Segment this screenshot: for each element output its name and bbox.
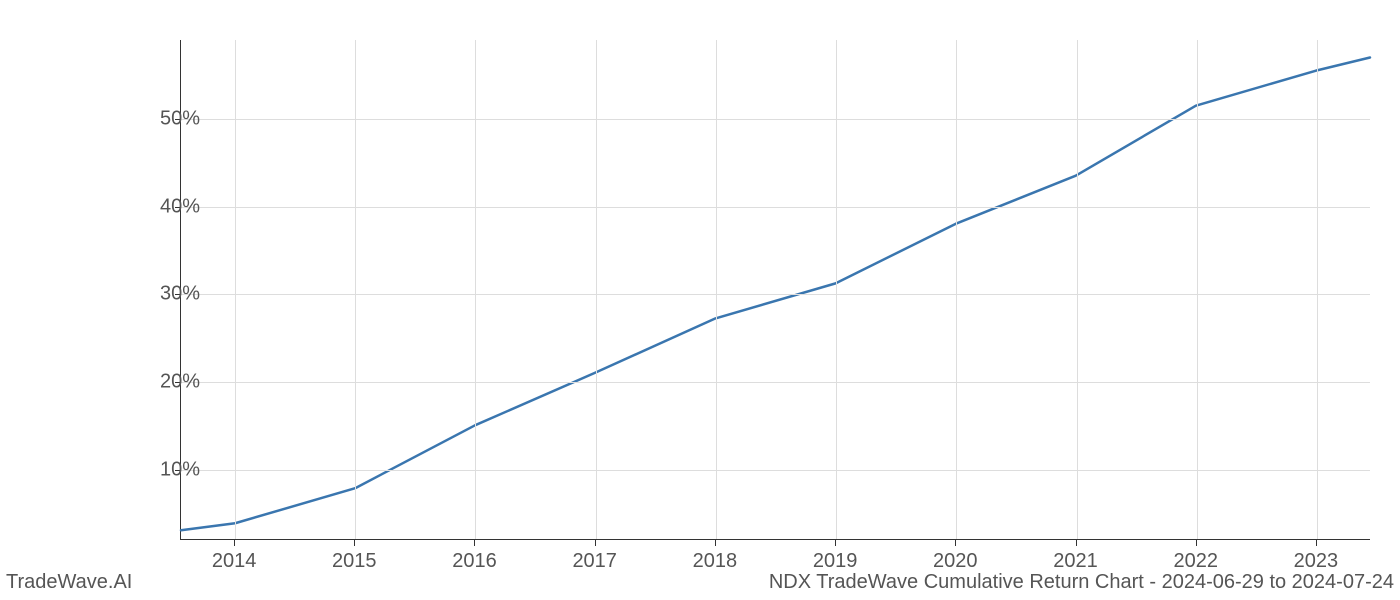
- x-tick-label: 2020: [933, 550, 978, 573]
- grid-line-vertical: [355, 40, 356, 539]
- grid-line-vertical: [1317, 40, 1318, 539]
- grid-line-horizontal: [181, 207, 1370, 208]
- y-tick-label: 40%: [160, 195, 200, 218]
- x-tick-mark: [1196, 540, 1197, 546]
- x-tick-mark: [234, 540, 235, 546]
- y-tick-label: 50%: [160, 107, 200, 130]
- x-tick-label: 2014: [212, 550, 257, 573]
- line-chart-svg: [181, 40, 1370, 539]
- grid-line-vertical: [836, 40, 837, 539]
- x-tick-mark: [835, 540, 836, 546]
- footer-left-text: TradeWave.AI: [6, 571, 132, 594]
- grid-line-horizontal: [181, 294, 1370, 295]
- x-tick-mark: [1316, 540, 1317, 546]
- grid-line-vertical: [596, 40, 597, 539]
- footer-right-text: NDX TradeWave Cumulative Return Chart - …: [769, 571, 1394, 594]
- x-tick-label: 2021: [1053, 550, 1098, 573]
- x-tick-label: 2022: [1173, 550, 1218, 573]
- x-tick-mark: [595, 540, 596, 546]
- grid-line-horizontal: [181, 470, 1370, 471]
- x-tick-mark: [955, 540, 956, 546]
- grid-line-vertical: [1197, 40, 1198, 539]
- x-tick-label: 2015: [332, 550, 377, 573]
- grid-line-vertical: [1077, 40, 1078, 539]
- grid-line-horizontal: [181, 119, 1370, 120]
- grid-line-vertical: [475, 40, 476, 539]
- y-tick-label: 20%: [160, 371, 200, 394]
- x-tick-mark: [1076, 540, 1077, 546]
- x-tick-mark: [474, 540, 475, 546]
- x-tick-mark: [354, 540, 355, 546]
- x-tick-label: 2017: [572, 550, 617, 573]
- x-tick-label: 2019: [813, 550, 858, 573]
- chart-container: 2014201520162017201820192020202120222023: [180, 40, 1370, 540]
- grid-line-vertical: [716, 40, 717, 539]
- grid-line-horizontal: [181, 382, 1370, 383]
- grid-line-vertical: [235, 40, 236, 539]
- y-tick-label: 10%: [160, 458, 200, 481]
- grid-line-vertical: [956, 40, 957, 539]
- x-tick-label: 2016: [452, 550, 497, 573]
- x-tick-label: 2018: [693, 550, 738, 573]
- x-tick-mark: [715, 540, 716, 546]
- x-tick-label: 2023: [1294, 550, 1339, 573]
- plot-area: [180, 40, 1370, 540]
- y-tick-label: 30%: [160, 283, 200, 306]
